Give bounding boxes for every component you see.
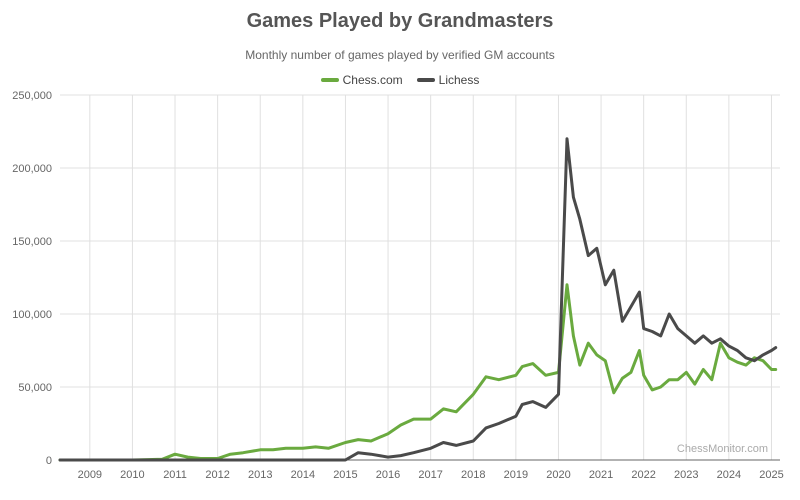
chesscom-swatch-icon	[320, 78, 339, 82]
x-tick-label: 2021	[589, 469, 613, 481]
legend-label-lichess: Lichess	[438, 73, 480, 87]
chart-subtitle: Monthly number of games played by verifi…	[245, 48, 555, 62]
x-tick-label: 2020	[546, 469, 570, 481]
x-tick-label: 2014	[291, 469, 315, 481]
chart-title: Games Played by Grandmasters	[246, 10, 554, 32]
x-tick-label: 2017	[418, 469, 442, 481]
y-tick-label: 100,000	[12, 309, 52, 321]
watermark: ChessMonitor.com	[677, 443, 768, 455]
x-tick-label: 2011	[163, 469, 187, 481]
legend-label-chesscom: Chess.com	[342, 73, 403, 87]
x-tick-label: 2018	[461, 469, 485, 481]
x-tick-label: 2015	[333, 469, 357, 481]
lichess-swatch-icon	[416, 78, 435, 82]
y-tick-label: 250,000	[12, 90, 52, 102]
x-tick-label: 2009	[78, 469, 102, 481]
legend-item-chesscom[interactable]: Chess.com	[320, 73, 403, 87]
x-tick-label: 2022	[631, 469, 655, 481]
series-line-chesscom	[58, 283, 778, 462]
x-axis: 2009 2010 2011 2012 2013 2014 2015 2016 2017 2018…	[78, 469, 784, 481]
x-tick-label: 2025	[759, 469, 783, 481]
y-tick-label: 200,000	[12, 163, 52, 175]
x-tick-label: 2013	[248, 469, 272, 481]
x-tick-label: 2019	[504, 469, 528, 481]
y-axis: 0 50,000 100,000 150,000 200,000 250,000	[12, 90, 52, 467]
chart-grid	[60, 94, 780, 461]
chart-legend: Chess.com Lichess	[0, 73, 800, 87]
series-line-lichess	[58, 137, 778, 462]
legend-item-lichess[interactable]: Lichess	[416, 73, 480, 87]
y-tick-label: 0	[46, 455, 52, 467]
x-tick-label: 2016	[376, 469, 400, 481]
x-tick-label: 2024	[717, 469, 741, 481]
x-tick-label: 2023	[674, 469, 698, 481]
y-tick-label: 150,000	[12, 236, 52, 248]
chart-lines	[58, 137, 778, 462]
y-tick-label: 50,000	[18, 382, 52, 394]
x-tick-label: 2012	[205, 469, 229, 481]
x-tick-label: 2010	[120, 469, 144, 481]
